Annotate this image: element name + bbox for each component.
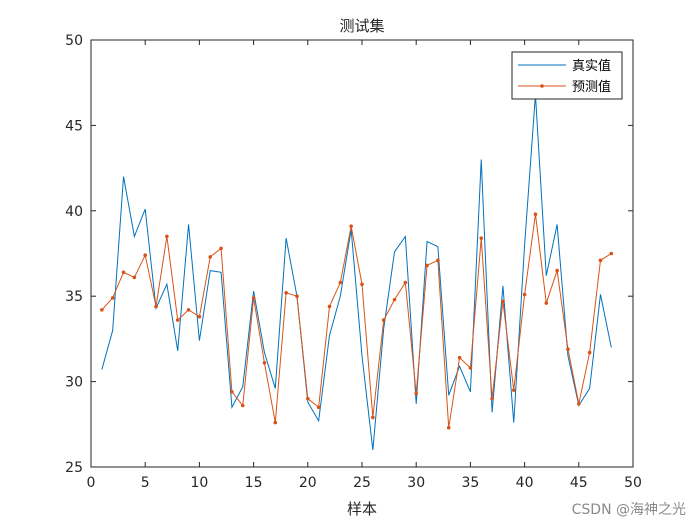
series-2-point (360, 282, 364, 287)
series-2-point (457, 355, 462, 360)
series-line-1 (101, 94, 612, 450)
series-2-point (251, 296, 256, 300)
series-2-point (522, 292, 527, 297)
series-2-point (566, 347, 570, 351)
series-2-point (555, 268, 559, 273)
x-tick-label: 10 (190, 475, 208, 491)
series-2-point (273, 420, 278, 425)
series-2-point (414, 391, 419, 396)
series-2-point (132, 275, 137, 280)
x-axis-label: 样本 (347, 500, 377, 518)
series-layer (100, 94, 614, 450)
series-2-point (143, 253, 147, 258)
series-2-point (121, 270, 126, 275)
chart-title: 测试集 (339, 17, 384, 35)
axes-box (90, 39, 634, 468)
x-tick-label: 50 (624, 475, 642, 491)
x-tick-label: 45 (570, 475, 588, 491)
y-tick-label: 30 (65, 375, 83, 391)
x-tick-label: 20 (299, 475, 317, 491)
series-2-point (544, 301, 549, 305)
y-tick-label: 50 (65, 33, 83, 49)
series-2-point (468, 366, 473, 370)
series-2-point (165, 234, 169, 239)
series-2-point (436, 258, 440, 263)
series-2-point (511, 388, 516, 392)
series-2-point (403, 280, 408, 285)
x-tick-label: 40 (516, 475, 534, 491)
series-2-point (371, 415, 375, 420)
series-2-point (230, 390, 234, 394)
legend-marker-series-2 (540, 84, 544, 88)
plot-area (91, 40, 633, 467)
series-line-2 (101, 214, 612, 428)
x-tick-label: 30 (407, 475, 425, 491)
series-2-point (609, 251, 614, 256)
series-2-point (490, 396, 494, 401)
series-2-point (446, 425, 451, 430)
series-2-point (587, 350, 592, 355)
y-tick-label: 40 (65, 204, 83, 220)
series-2-point (284, 290, 288, 295)
series-2-point (186, 308, 191, 312)
y-tick-label: 25 (65, 460, 83, 476)
series-2-point (479, 236, 484, 240)
legend: 真实值 预测值 (511, 51, 623, 100)
series-2-point (110, 296, 115, 300)
series-2-point (219, 246, 223, 251)
series-2-point (338, 280, 343, 285)
series-2-point (295, 294, 299, 299)
legend-label-series-2: 预测值 (572, 79, 611, 95)
series-2-point (598, 258, 603, 263)
series-2-point (306, 396, 310, 401)
x-tick-label: 5 (141, 475, 150, 491)
legend-box (511, 51, 623, 100)
x-tick-label: 15 (245, 475, 263, 491)
watermark: CSDN @海神之光 (572, 502, 686, 518)
x-tick-label: 0 (87, 475, 96, 491)
x-tick-label: 25 (353, 475, 371, 491)
series-2-point (577, 402, 581, 406)
y-tick-label: 45 (65, 118, 83, 134)
series-2-point (240, 403, 245, 408)
series-2-point (208, 255, 213, 259)
series-2-point (197, 314, 202, 319)
series-2-point (262, 361, 267, 365)
series-2-point (316, 405, 321, 410)
series-2-point (100, 308, 104, 312)
series-2-point (175, 318, 180, 322)
series-2-point (349, 224, 353, 228)
series-2-point (501, 299, 505, 304)
series-2-point (381, 318, 386, 322)
x-tick-label: 35 (461, 475, 479, 491)
series-2-point (327, 304, 332, 309)
y-tick-label: 35 (65, 289, 83, 305)
series-2-point (533, 212, 538, 217)
series-2-point (425, 263, 429, 268)
series-2-point (154, 304, 158, 309)
legend-label-series-1: 真实值 (572, 58, 611, 74)
series-2-point (392, 297, 397, 302)
